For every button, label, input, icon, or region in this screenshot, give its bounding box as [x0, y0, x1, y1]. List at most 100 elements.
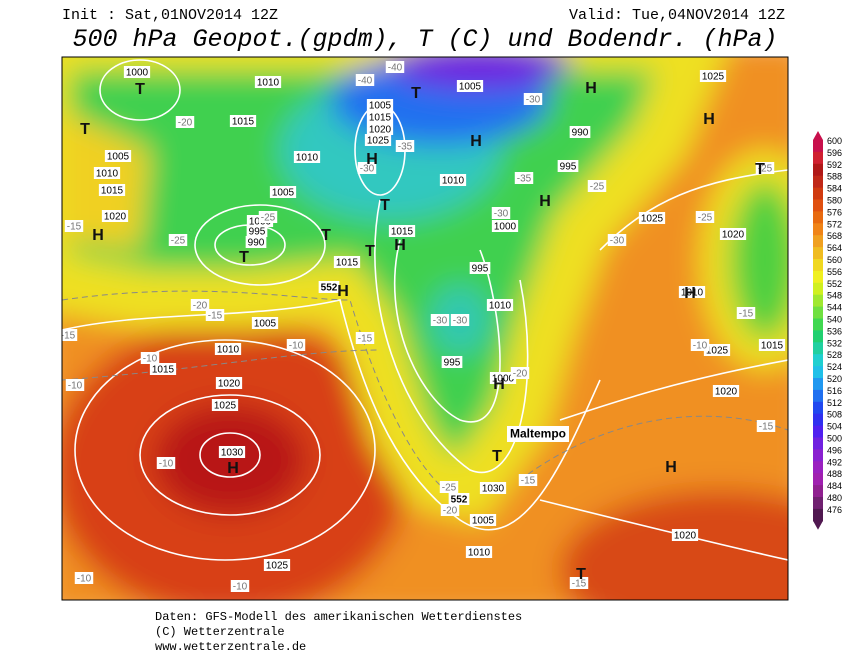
legend-swatch	[813, 175, 823, 189]
temperature-label: -35	[514, 172, 534, 185]
pressure-label-box	[218, 446, 246, 458]
legend-tick-label: 588	[827, 172, 842, 182]
pressure-label-text: 1010	[468, 548, 491, 559]
temperature-label-text: -15	[521, 476, 536, 487]
legend-swatch	[813, 449, 823, 462]
pressure-center: T	[380, 197, 390, 214]
temperature-label-text: -10	[233, 582, 248, 593]
temperature-label-text: -30	[494, 209, 509, 220]
height-label: 552	[318, 281, 340, 294]
pressure-label-box	[479, 482, 507, 494]
pressure-label-text: 1030	[221, 448, 244, 459]
map-title: 500 hPa Geopot.(gpdm), T (C) und Bodendr…	[72, 25, 777, 54]
legend-tick-label: 488	[827, 469, 842, 479]
legend-tick-label: 540	[827, 315, 842, 325]
legend-tick-label: 548	[827, 291, 842, 301]
height-label: 552	[448, 493, 470, 506]
legend-swatch	[813, 294, 823, 308]
temperature-label-box	[450, 314, 470, 326]
legend-tick-label: 512	[827, 398, 842, 408]
map-frame	[61, 56, 789, 601]
legend-tick-label: 496	[827, 445, 842, 455]
pressure-label: 1010	[678, 286, 706, 299]
temperature-label-text: -10	[143, 354, 158, 365]
pressure-label-box	[366, 99, 394, 111]
pressure-label: 1000	[491, 220, 519, 233]
legend-swatch	[813, 259, 823, 272]
pressure-label: 1010	[465, 546, 493, 559]
temperature-label-box	[156, 457, 176, 469]
temperature-label-box	[65, 379, 85, 391]
pressure-label-box	[123, 66, 151, 78]
pressure-label-box	[486, 299, 514, 311]
legend-cap-top	[813, 131, 823, 140]
temperature-label-box	[518, 474, 538, 486]
temperature-label-text: -20	[443, 506, 458, 517]
pressure-label: 1020	[366, 123, 394, 136]
pressure-label-box	[246, 225, 268, 237]
height-label-box	[318, 281, 340, 293]
pressure-label-text: 1025	[266, 561, 289, 572]
legend-swatch	[813, 413, 823, 427]
pressure-label-box	[229, 115, 257, 127]
temperature-label-text: -25	[442, 483, 457, 494]
pressure-center: T	[135, 81, 145, 98]
pressure-label-text: 1010	[296, 153, 319, 164]
pressure-label-box	[491, 220, 519, 232]
temperature-label-box	[74, 572, 94, 584]
temperature-label-box	[755, 162, 775, 174]
legend-swatch	[813, 389, 823, 403]
pressure-center: T	[239, 249, 249, 266]
legend-tick-label: 552	[827, 279, 842, 289]
pressure-center: T	[492, 448, 502, 465]
pressure-label: 1005	[456, 80, 484, 93]
pressure-label-text: 995	[472, 264, 489, 275]
legend-swatch	[813, 401, 823, 415]
pressure-label-box	[214, 343, 242, 355]
legend-tick-label: 536	[827, 326, 842, 336]
temperature-label: -15	[518, 474, 538, 487]
temperature-label-text: -15	[208, 311, 223, 322]
pressure-label: 1020	[215, 377, 243, 390]
temperature-label: -10	[690, 339, 710, 352]
legend-tick-label: 480	[827, 493, 842, 503]
temperature-label-box	[440, 504, 460, 516]
pressure-label-text: 1025	[214, 401, 237, 412]
pressure-label-text: 1000	[494, 222, 517, 233]
pressure-label-text: 1000	[492, 374, 515, 385]
pressure-label-box	[215, 377, 243, 389]
temperature-label: -35	[395, 140, 415, 153]
temperature-label-text: -40	[388, 63, 403, 74]
temperature-label-box	[395, 140, 415, 152]
temperature-label-box	[439, 481, 459, 493]
temperature-label-box	[736, 307, 756, 319]
legend-tick-label: 560	[827, 255, 842, 265]
pressure-label-box	[98, 184, 126, 196]
pressure-center: H	[684, 285, 696, 302]
pressure-label: 990	[569, 126, 591, 139]
temperature-label: -20	[440, 504, 460, 517]
temperature-label: -10	[286, 339, 306, 352]
temperature-label-box	[175, 116, 195, 128]
pressure-label-box	[678, 286, 706, 298]
legend-tick-label: 564	[827, 243, 842, 253]
pressure-label-box	[211, 399, 239, 411]
temperature-label: -15	[736, 307, 756, 320]
pressure-label-text: 990	[572, 128, 589, 139]
pressure-label-text: 1000	[126, 68, 149, 79]
temperature-label-box	[607, 234, 627, 246]
temperature-label-text: -15	[67, 222, 82, 233]
legend-swatch	[813, 151, 823, 165]
pressure-label: 1005	[104, 150, 132, 163]
temperature-label: -20	[510, 367, 530, 380]
temperature-label-text: -25	[590, 182, 605, 193]
pressure-center: H	[493, 376, 505, 393]
legend-tick-label: 600	[827, 136, 842, 146]
height-label-box	[448, 493, 470, 505]
pressure-label-box	[557, 160, 579, 172]
pressure-label-text: 1015	[336, 258, 359, 269]
pressure-label-box	[569, 126, 591, 138]
pressure-label: 1010	[439, 174, 467, 187]
temperature-label: -25	[587, 180, 607, 193]
temperature-label: -15	[569, 577, 589, 590]
